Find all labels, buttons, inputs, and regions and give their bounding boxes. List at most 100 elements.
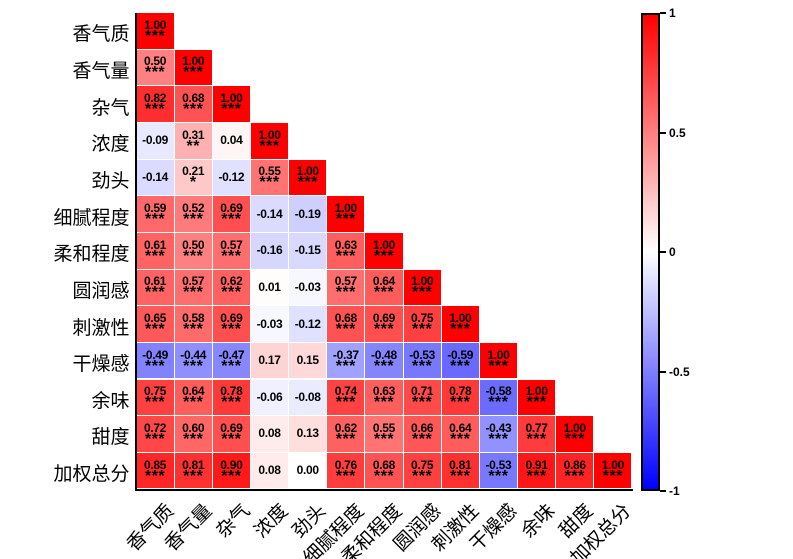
cell-value: 0.57 — [182, 274, 205, 289]
cell-significance: *** — [144, 321, 166, 338]
heatmap-cell: -0.43 *** — [479, 416, 517, 452]
cell-significance: *** — [335, 211, 356, 229]
heatmap-cell: 1.00 *** — [250, 122, 289, 159]
cell-significance: *** — [144, 247, 166, 265]
cell-value: 0.01 — [258, 279, 281, 294]
heatmap-cell: 0.91 *** — [518, 452, 556, 489]
cell-value: 0.13 — [296, 426, 319, 441]
heatmap-cell: -0.12 — [289, 306, 327, 342]
cell-value: -0.09 — [142, 133, 168, 148]
heatmap-cell: 0.68 *** — [327, 306, 365, 342]
cell-significance: *** — [450, 394, 471, 412]
heatmap-cell: 1.00 *** — [327, 196, 365, 232]
cell-significance: *** — [335, 321, 356, 338]
cell-significance: *** — [221, 430, 242, 448]
cell-value: 1.00 — [334, 201, 357, 216]
cell-significance: *** — [450, 321, 471, 338]
cell-significance: ** — [186, 137, 200, 155]
cell-significance: *** — [373, 284, 395, 302]
cell-significance: *** — [221, 284, 242, 302]
cell-significance: *** — [297, 174, 318, 192]
heatmap-cell: 0.75 *** — [136, 379, 174, 416]
cell-significance: *** — [335, 467, 356, 485]
cell-value: 0.69 — [220, 201, 243, 216]
heatmap-cell: 0.71 *** — [403, 379, 441, 416]
y-tick-label: 刺激性 — [72, 317, 130, 339]
cell-value: 0.82 — [143, 91, 167, 106]
heatmap-cell: 0.69 *** — [212, 416, 250, 452]
cell-significance: *** — [259, 137, 280, 155]
cell-significance: *** — [221, 247, 242, 265]
heatmap-cell: 0.66 *** — [403, 416, 441, 452]
cell-value: 0.63 — [334, 237, 357, 252]
cell-significance: *** — [183, 467, 204, 485]
heatmap-cell: 0.13 — [289, 416, 327, 452]
cell-value: -0.49 — [142, 347, 168, 362]
colorbar-tick-label: -1 — [669, 484, 680, 498]
cell-value: 0.00 — [296, 463, 319, 478]
cell-value: 1.00 — [563, 420, 586, 435]
cell-value: 0.50 — [182, 237, 205, 252]
heatmap-cell: 0.50 *** — [136, 49, 174, 86]
heatmap-cell: 0.65 *** — [136, 306, 174, 342]
heatmap-cell: 1.00 *** — [136, 13, 174, 49]
cell-value: 1.00 — [525, 384, 548, 399]
heatmap-cell: 1.00 *** — [365, 232, 403, 269]
heatmap-cell: 0.75 *** — [403, 452, 441, 489]
heatmap-cell: -0.06 — [250, 379, 289, 416]
cell-value: 1.00 — [258, 127, 281, 142]
heatmap-cell: -0.03 — [250, 306, 289, 342]
cell-significance: *** — [183, 394, 204, 412]
heatmap-cell: 0.68 *** — [174, 86, 212, 122]
colorbar-tick — [660, 490, 666, 492]
cell-significance: *** — [412, 467, 433, 485]
heatmap-cell: 0.01 — [250, 269, 289, 306]
cell-significance: *** — [450, 430, 471, 448]
heatmap-cell: 0.55 *** — [365, 416, 403, 452]
cell-significance: *** — [450, 357, 471, 375]
cell-significance: *** — [564, 430, 585, 448]
cell-value: 0.21 — [182, 164, 205, 179]
cell-significance: *** — [412, 357, 433, 375]
colorbar-tick-label: -0.5 — [669, 364, 690, 379]
cell-significance: *** — [144, 394, 166, 412]
heatmap-cell: 0.63 *** — [365, 379, 403, 416]
cell-significance: *** — [183, 101, 204, 119]
heatmap-cell: -0.12 — [212, 159, 250, 196]
heatmap-cell: 0.85 *** — [136, 452, 174, 489]
cell-significance: *** — [373, 394, 395, 412]
cell-value: 0.85 — [143, 457, 167, 472]
heatmap-cell: 0.63 *** — [327, 232, 365, 269]
heatmap-cell: -0.44 *** — [174, 342, 212, 379]
cell-value: 1.00 — [487, 347, 510, 362]
cell-value: -0.53 — [485, 457, 512, 472]
y-tick-label: 浓度 — [91, 134, 130, 156]
heatmap-cell: -0.53 *** — [479, 452, 517, 489]
cell-significance: *** — [373, 430, 395, 448]
heatmap-cell: -0.14 — [136, 159, 174, 196]
heatmap-cell: 0.61 *** — [136, 269, 174, 306]
heatmap-cell: -0.19 — [289, 196, 327, 232]
cell-value: -0.59 — [447, 347, 474, 362]
cell-significance: *** — [183, 284, 204, 302]
cell-value: 0.71 — [411, 384, 434, 399]
cell-significance: *** — [335, 357, 356, 375]
colorbar-tick — [660, 251, 666, 253]
cell-value: 1.00 — [411, 274, 434, 289]
cell-value: 0.63 — [372, 384, 396, 399]
cell-value: 0.52 — [182, 201, 205, 216]
cell-significance: *** — [488, 394, 509, 412]
cell-value: 0.76 — [334, 457, 357, 472]
heatmap-cell: 0.15 — [289, 342, 327, 379]
cell-value: -0.19 — [294, 206, 321, 221]
cell-value: 0.62 — [334, 420, 357, 435]
cell-value: -0.08 — [294, 389, 321, 404]
cell-significance: *** — [144, 467, 166, 485]
heatmap-cell: 0.58 *** — [174, 306, 212, 342]
heatmap-cell: 0.76 *** — [327, 452, 365, 489]
heatmap-cell: 0.77 *** — [518, 416, 556, 452]
heatmap-cell: -0.58 *** — [479, 379, 517, 416]
y-tick-label: 圆润感 — [72, 280, 130, 302]
heatmap-cell: 0.74 *** — [327, 379, 365, 416]
